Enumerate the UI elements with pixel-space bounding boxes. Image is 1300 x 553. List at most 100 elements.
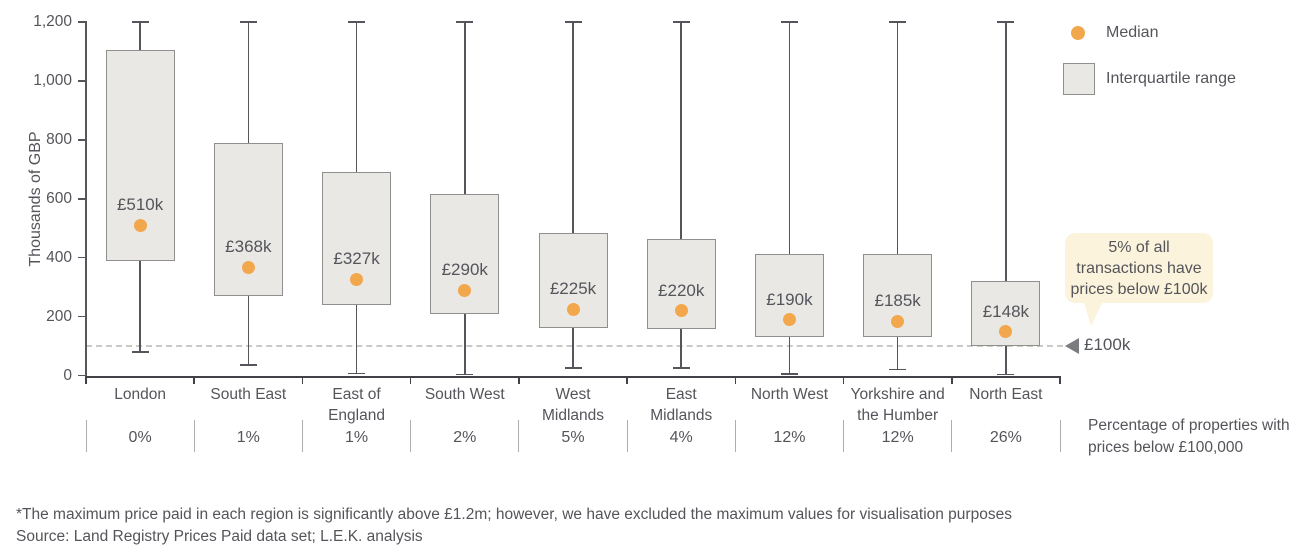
percent-row-separator — [410, 420, 412, 452]
percent-row-separator — [951, 420, 953, 452]
reference-dashed-line — [86, 345, 1063, 348]
percent-value: 0% — [128, 429, 152, 446]
y-axis-line — [85, 21, 87, 376]
percentage-row-caption: Percentage of properties with prices bel… — [1088, 415, 1290, 459]
percent-row-separator — [843, 420, 845, 452]
whisker-cap-bottom — [456, 373, 474, 376]
annotation-callout: 5% of all transactions have prices below… — [1065, 233, 1213, 303]
whisker-cap-bottom — [131, 351, 149, 353]
percent-row-separator — [193, 420, 195, 452]
callout-line-2: transactions have — [1076, 259, 1202, 277]
x-axis-label-line: South East — [210, 386, 287, 403]
x-axis-label: South East — [194, 384, 302, 405]
percentage-caption-line-1: Percentage of properties with — [1088, 417, 1290, 434]
x-axis-label-line: East — [665, 386, 697, 403]
x-axis-label-line: East of — [332, 386, 381, 403]
median-label: £148k — [982, 301, 1030, 321]
whisker-cap-top — [564, 21, 582, 23]
whisker-cap-top — [672, 21, 690, 23]
whisker-cap-top — [780, 21, 798, 23]
whisker-line — [572, 22, 574, 368]
percent-value: 26% — [989, 429, 1022, 446]
x-axis-label-line: Midlands — [650, 407, 713, 424]
footnote: *The maximum price paid in each region i… — [16, 506, 1012, 523]
y-tick — [78, 80, 86, 82]
x-axis-label: Yorkshire and the Humber — [844, 384, 952, 426]
x-axis-label-line: North West — [750, 386, 829, 403]
x-axis-label: East of England — [302, 384, 410, 426]
x-axis-label-line: London — [114, 386, 166, 403]
median-dot — [891, 314, 905, 328]
median-label: £225k — [549, 279, 597, 299]
whisker-cap-bottom — [889, 368, 907, 371]
whisker-line — [1005, 22, 1007, 375]
median-label: £185k — [874, 291, 921, 310]
percentage-caption-line-2: prices below £100,000 — [1088, 439, 1244, 456]
median-label: £510k — [116, 195, 164, 215]
median-legend-label: Median — [1106, 24, 1159, 41]
whisker-cap-top — [889, 21, 907, 23]
x-axis-boundary-tick — [193, 375, 195, 384]
y-tick — [78, 139, 86, 141]
percent-value: 12% — [881, 429, 914, 446]
median-dot — [999, 325, 1013, 339]
x-axis-label-line: England — [328, 407, 385, 424]
x-axis-boundary-tick — [85, 375, 87, 384]
median-dot — [350, 272, 364, 286]
percent-row-separator — [301, 420, 303, 452]
percent-value: 2% — [453, 429, 477, 446]
x-axis-boundary-tick — [626, 375, 628, 384]
y-tick-label: 400 — [46, 248, 72, 266]
y-tick — [78, 374, 86, 377]
iqr-legend-label: Interquartile range — [1106, 70, 1236, 87]
x-axis-label-line: South West — [424, 386, 505, 403]
whisker-line — [680, 22, 682, 368]
iqr-legend-swatch-icon — [1063, 63, 1095, 95]
callout-tail — [1083, 299, 1104, 326]
y-tick-label: 1,000 — [33, 71, 72, 89]
whisker-cap-top — [997, 21, 1015, 23]
x-axis-boundary-tick — [842, 375, 845, 384]
callout-line-3: prices below £100k — [1070, 280, 1208, 298]
median-label: £220k — [658, 280, 705, 300]
median-label: £190k — [766, 289, 813, 309]
whisker-cap-bottom — [672, 367, 690, 369]
whisker-cap-top — [239, 21, 257, 23]
whisker-cap-bottom — [780, 373, 798, 375]
whisker-cap-bottom — [564, 367, 582, 369]
percent-value: 5% — [561, 429, 585, 446]
x-axis-label-line: the Humber — [857, 407, 939, 424]
x-axis-label-line: West — [555, 386, 591, 403]
percent-value: 1% — [236, 429, 260, 446]
x-axis-label: East Midlands — [627, 384, 735, 426]
y-tick-label: 0 — [63, 366, 72, 384]
percent-row-separator — [626, 420, 628, 452]
whisker-cap-top — [348, 21, 366, 23]
percent-value: 12% — [773, 429, 806, 446]
median-label: £327k — [333, 249, 380, 269]
median-dot — [566, 302, 580, 316]
x-axis-label: South West — [411, 384, 519, 405]
whisker-line — [788, 22, 791, 375]
x-axis-boundary-tick — [518, 375, 520, 384]
y-tick — [78, 315, 86, 318]
y-tick — [78, 256, 86, 259]
reference-line-label: £100k — [1084, 335, 1131, 354]
whisker-cap-top — [456, 21, 474, 23]
x-axis-label: London — [86, 384, 194, 405]
x-axis-label: North West — [735, 384, 843, 405]
median-legend-dot-icon — [1071, 26, 1085, 40]
x-axis-boundary-tick — [301, 375, 304, 384]
x-axis-label: North East — [952, 384, 1060, 405]
x-axis-boundary-tick — [734, 375, 737, 384]
x-axis-label-line: Yorkshire and — [850, 386, 945, 403]
x-axis-line — [85, 375, 1060, 378]
y-tick-label: 200 — [46, 307, 72, 325]
callout-line-1: 5% of all — [1108, 238, 1170, 256]
percent-row-separator — [518, 420, 520, 452]
percent-row-separator — [85, 420, 87, 452]
source-line: Source: Land Registry Prices Paid data s… — [16, 528, 423, 545]
whisker-cap-bottom — [997, 373, 1015, 376]
